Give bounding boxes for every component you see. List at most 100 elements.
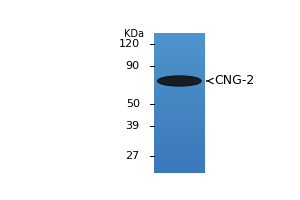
Bar [154, 170, 205, 171]
Bar [154, 93, 205, 94]
Bar [154, 39, 205, 40]
Bar [154, 127, 205, 128]
Bar [154, 59, 205, 60]
Bar [154, 41, 205, 42]
Bar [154, 76, 205, 77]
Bar [154, 52, 205, 53]
Bar [154, 108, 205, 109]
Bar [154, 123, 205, 124]
Bar [154, 129, 205, 130]
Bar [154, 106, 205, 107]
Bar [154, 145, 205, 146]
Bar [154, 33, 205, 34]
Bar [154, 126, 205, 127]
Bar [154, 155, 205, 156]
Bar [154, 158, 205, 159]
Bar [154, 130, 205, 131]
Bar [154, 121, 205, 122]
Bar [154, 167, 205, 168]
Bar [154, 35, 205, 36]
Bar [154, 95, 205, 96]
Bar [154, 134, 205, 135]
Bar [154, 82, 205, 83]
Bar [154, 127, 205, 128]
Bar [154, 42, 205, 43]
Bar [154, 118, 205, 119]
Bar [154, 103, 205, 104]
Bar [154, 113, 205, 114]
Bar [154, 75, 205, 76]
Bar [154, 135, 205, 136]
Bar [154, 171, 205, 172]
Bar [154, 74, 205, 75]
Bar [154, 140, 205, 141]
Bar [154, 121, 205, 122]
Bar [154, 79, 205, 80]
Bar [154, 44, 205, 45]
Bar [154, 63, 205, 64]
Bar [154, 150, 205, 151]
Bar [154, 88, 205, 89]
Bar [154, 62, 205, 63]
Bar [154, 68, 205, 69]
Bar [154, 60, 205, 61]
Bar [154, 47, 205, 48]
Bar [154, 169, 205, 170]
Bar [154, 105, 205, 106]
Bar [154, 144, 205, 145]
Bar [154, 90, 205, 91]
Bar [154, 134, 205, 135]
Bar [154, 78, 205, 79]
Bar [154, 112, 205, 113]
Bar [154, 43, 205, 44]
Bar [154, 146, 205, 147]
Bar [154, 84, 205, 85]
Bar [154, 122, 205, 123]
Bar [154, 78, 205, 79]
Bar [154, 49, 205, 50]
Bar [154, 156, 205, 157]
Bar [154, 91, 205, 92]
Bar [154, 148, 205, 149]
Bar [154, 152, 205, 153]
Bar [154, 89, 205, 90]
Bar [154, 83, 205, 84]
Bar [154, 141, 205, 142]
Bar [154, 100, 205, 101]
Bar [154, 51, 205, 52]
Bar [154, 106, 205, 107]
Bar [154, 163, 205, 164]
Bar [154, 97, 205, 98]
Bar [154, 154, 205, 155]
Bar [154, 148, 205, 149]
Bar [154, 34, 205, 35]
Bar [154, 43, 205, 44]
Bar [154, 86, 205, 87]
Bar [154, 71, 205, 72]
Bar [154, 113, 205, 114]
Bar [154, 36, 205, 37]
Bar [154, 153, 205, 154]
Bar [154, 157, 205, 158]
Bar [154, 46, 205, 47]
Bar [154, 37, 205, 38]
Bar [154, 137, 205, 138]
Bar [154, 99, 205, 100]
Bar [154, 171, 205, 172]
Bar [154, 170, 205, 171]
Bar [154, 142, 205, 143]
Bar [154, 72, 205, 73]
Bar [154, 40, 205, 41]
Bar [154, 56, 205, 57]
Text: 50: 50 [126, 99, 140, 109]
Bar [154, 69, 205, 70]
Bar [154, 77, 205, 78]
Bar [154, 54, 205, 55]
Bar [154, 71, 205, 72]
Bar [154, 41, 205, 42]
Bar [154, 128, 205, 129]
Bar [154, 115, 205, 116]
Bar [154, 85, 205, 86]
Bar [154, 138, 205, 139]
Bar [154, 114, 205, 115]
